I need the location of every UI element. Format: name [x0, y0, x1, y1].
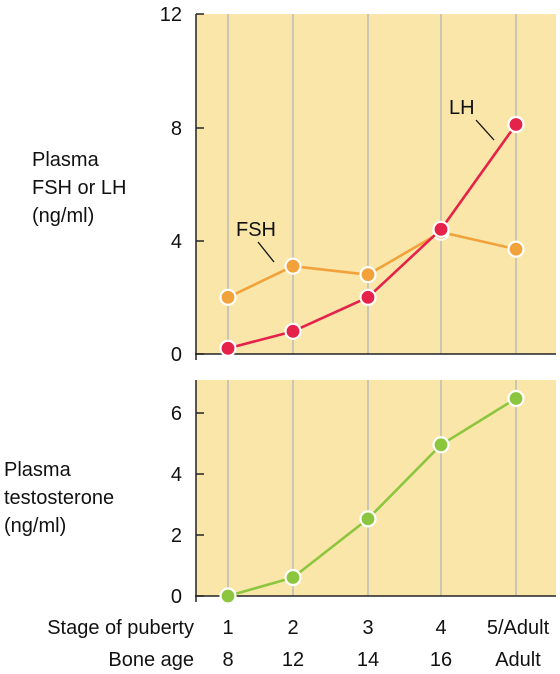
lh-point-1 [219, 339, 237, 357]
testosterone-point-4 [432, 436, 450, 454]
y-tick-label-12: 12 [160, 4, 182, 26]
stage-tick-label-3: 3 [362, 617, 373, 639]
bone-age-tick-label-1: 8 [222, 649, 233, 671]
y-tick-label-4: 4 [171, 231, 182, 253]
y-tick-label-0: 0 [171, 344, 182, 366]
top-y-label-line-3: (ng/ml) [32, 205, 95, 227]
hormone-panel: 0 4 8 12 FSH LH [160, 4, 556, 366]
fsh-point-3 [359, 266, 377, 284]
bone-age-row-label: Bone age [108, 649, 194, 671]
plot-area [196, 380, 556, 596]
y-tick-label-0: 0 [171, 586, 182, 608]
lh-point-5 [507, 115, 525, 134]
lh-point-4 [432, 220, 450, 238]
bone-age-tick-label-3: 14 [357, 649, 379, 671]
stage-tick-label-2: 2 [287, 617, 298, 639]
testosterone-panel: 0 2 4 6 [171, 380, 556, 608]
fsh-series-label: FSH [236, 219, 276, 241]
lh-series-label: LH [449, 97, 475, 119]
bottom-y-label-line-3: (ng/ml) [4, 515, 67, 537]
top-y-axis-label: Plasma FSH or LH (ng/ml) [32, 146, 126, 230]
stage-row-label: Stage of puberty [47, 617, 194, 639]
lh-point-2 [284, 322, 302, 340]
bone-age-tick-label-4: 16 [430, 649, 452, 671]
testosterone-point-3 [359, 510, 377, 528]
top-y-label-line-2: FSH or LH [32, 177, 127, 199]
plot-area [196, 14, 556, 354]
bottom-y-label-line-1: Plasma [4, 459, 71, 481]
y-tick-label-6: 6 [171, 403, 182, 425]
lh-point-3 [359, 288, 377, 306]
bottom-y-axis-label: Plasma testosterone (ng/ml) [4, 456, 114, 540]
stage-tick-label-4: 4 [435, 617, 446, 639]
bone-age-tick-label-5: Adult [495, 649, 541, 671]
fsh-point-2 [284, 257, 302, 275]
y-tick-label-2: 2 [171, 525, 182, 547]
testosterone-point-5 [507, 389, 525, 408]
bone-age-tick-label-2: 12 [282, 649, 304, 671]
lh-label-leader [475, 119, 495, 141]
fsh-point-1 [219, 288, 237, 306]
y-tick-label-8: 8 [171, 118, 182, 140]
fsh-point-5 [507, 240, 525, 258]
y-tick-label-4: 4 [171, 464, 182, 486]
testosterone-point-1 [219, 587, 237, 605]
bottom-y-label-line-2: testosterone [4, 487, 115, 509]
stage-tick-label-5: 5/Adult [487, 617, 550, 639]
testosterone-point-2 [284, 568, 302, 587]
fsh-label-leader [257, 241, 275, 263]
stage-tick-label-1: 1 [222, 617, 233, 639]
top-y-label-line-1: Plasma [32, 149, 99, 171]
